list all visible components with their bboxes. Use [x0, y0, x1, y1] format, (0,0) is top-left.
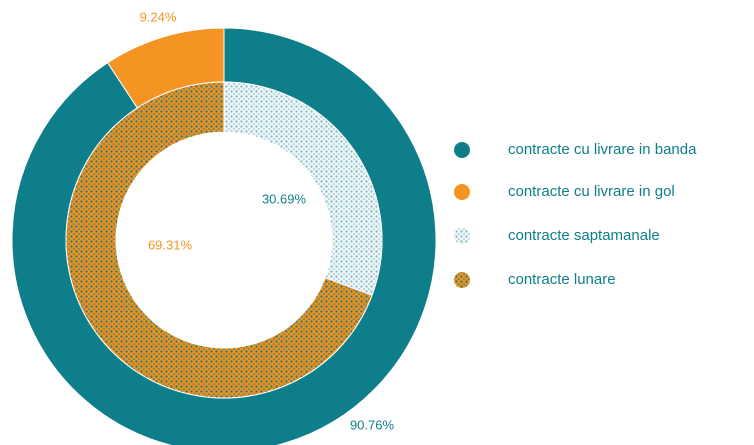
legend-label: contracte cu livrare in gol: [508, 183, 675, 200]
legend-marker: [454, 184, 470, 200]
value-label: 90.76%: [350, 417, 395, 432]
legend-label: contracte lunare: [508, 271, 616, 288]
legend-label: contracte saptamanale: [508, 227, 660, 244]
legend-marker: [454, 272, 470, 288]
legend-marker: [454, 142, 470, 158]
value-label: 69.31%: [148, 237, 193, 252]
donut-segment: [65, 81, 373, 399]
value-label: 9.24%: [140, 9, 177, 24]
value-label: 30.69%: [262, 191, 307, 206]
legend-marker: [454, 228, 470, 244]
legend: contracte cu livrare in banda contracte c…: [454, 141, 697, 288]
donut-segment: [223, 81, 383, 296]
legend-label: contracte cu livrare in banda: [508, 141, 697, 158]
